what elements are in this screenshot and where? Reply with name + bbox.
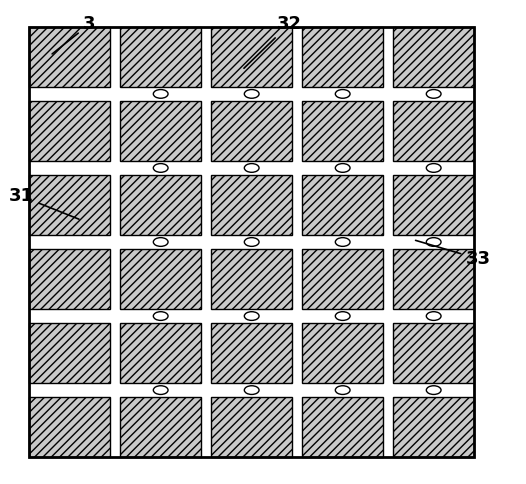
Bar [211,397,292,457]
Bar [29,175,110,235]
Bar [393,249,474,309]
Ellipse shape [154,90,168,98]
Bar [29,27,474,457]
Ellipse shape [336,164,350,172]
Ellipse shape [244,312,259,320]
Text: 31: 31 [8,187,79,219]
Bar [29,101,110,161]
Text: 33: 33 [416,241,491,268]
Text: 3: 3 [52,15,96,54]
Bar [393,397,474,457]
Bar [393,323,474,383]
Bar [29,249,110,309]
Bar [211,323,292,383]
Ellipse shape [336,90,350,98]
Bar [302,101,383,161]
Bar [29,397,110,457]
Bar [211,249,292,309]
Ellipse shape [427,238,441,246]
Ellipse shape [427,386,441,394]
Bar [120,27,201,87]
Ellipse shape [336,386,350,394]
Bar [302,323,383,383]
Text: 32: 32 [244,15,302,68]
Ellipse shape [336,238,350,246]
Bar [393,101,474,161]
Bar [302,27,383,87]
Ellipse shape [154,312,168,320]
Bar [120,175,201,235]
Bar [120,397,201,457]
Ellipse shape [244,238,259,246]
Bar [211,175,292,235]
Ellipse shape [154,386,168,394]
Bar [120,323,201,383]
Ellipse shape [336,312,350,320]
Ellipse shape [427,164,441,172]
Ellipse shape [154,164,168,172]
Bar [302,249,383,309]
Bar [29,27,110,87]
Ellipse shape [427,90,441,98]
Ellipse shape [427,312,441,320]
Bar [302,175,383,235]
Bar [120,101,201,161]
Ellipse shape [244,386,259,394]
Bar [211,27,292,87]
Ellipse shape [244,90,259,98]
Bar [29,323,110,383]
Ellipse shape [154,238,168,246]
Bar [211,101,292,161]
Bar [393,175,474,235]
Bar [302,397,383,457]
Bar [393,27,474,87]
Ellipse shape [244,164,259,172]
Bar [120,249,201,309]
